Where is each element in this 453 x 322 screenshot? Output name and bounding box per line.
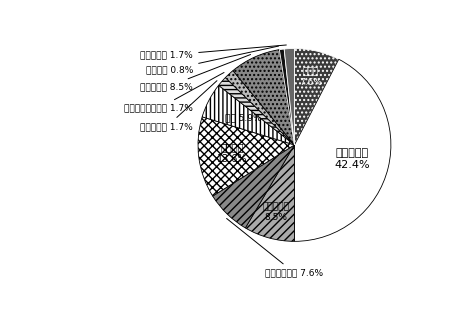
- Text: 施設職員
13.6%: 施設職員 13.6%: [217, 142, 247, 164]
- Text: 専門相談機関 7.6%: 専門相談機関 7.6%: [226, 218, 323, 277]
- Text: 障害者団体 1.7%: 障害者団体 1.7%: [140, 81, 217, 131]
- Wedge shape: [294, 49, 339, 145]
- Wedge shape: [280, 49, 294, 145]
- Text: 職場の人 0.8%: 職場の人 0.8%: [146, 46, 279, 74]
- Text: 精神薄弱者相談員 1.7%: 精神薄弱者相談員 1.7%: [124, 72, 224, 113]
- Wedge shape: [219, 78, 294, 145]
- Text: 誰もいない 1.7%: 誰もいない 1.7%: [140, 45, 286, 60]
- Wedge shape: [226, 71, 294, 145]
- Wedge shape: [233, 50, 294, 145]
- Wedge shape: [246, 145, 294, 242]
- Text: 医者 5.9%: 医者 5.9%: [225, 114, 261, 123]
- Text: 友人・知人
8.5%: 友人・知人 8.5%: [263, 202, 289, 222]
- Wedge shape: [213, 145, 294, 228]
- Text: 学校の先生 8.5%: 学校の先生 8.5%: [140, 54, 251, 91]
- Wedge shape: [294, 59, 391, 242]
- Text: 家族・親族
42.4%: 家族・親族 42.4%: [335, 148, 371, 170]
- Wedge shape: [202, 85, 294, 145]
- Text: 無回答
7.6%: 無回答 7.6%: [299, 68, 323, 87]
- Wedge shape: [284, 49, 294, 145]
- Wedge shape: [198, 117, 294, 196]
